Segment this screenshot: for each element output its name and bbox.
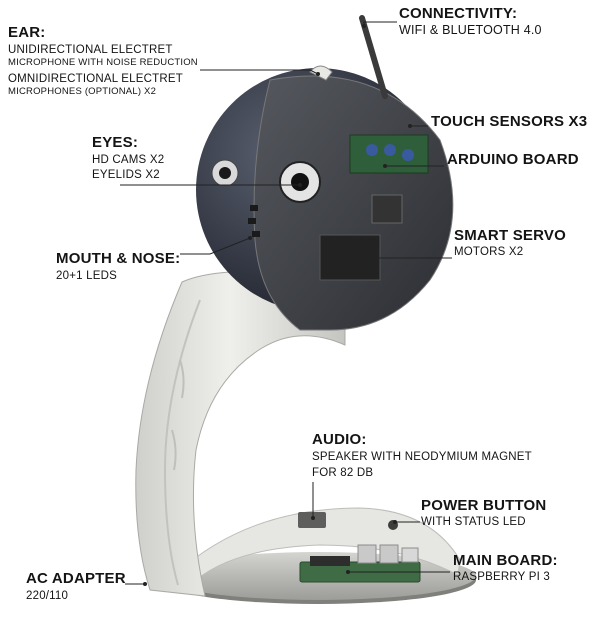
ear-leader — [200, 69, 319, 75]
smart-servo-line1: MOTORS X2 — [454, 246, 524, 258]
power-button-label: POWER BUTTON WITH STATUS LED — [421, 497, 546, 529]
ear-label: EAR: UNIDIRECTIONAL ELECTRET MICROPHONE … — [8, 24, 198, 97]
ear-line4: MICROPHONES (OPTIONAL) X2 — [8, 86, 157, 97]
audio-line1: SPEAKER WITH NEODYMIUM MAGNET — [312, 451, 532, 463]
ear-line2: MICROPHONE WITH NOISE REDUCTION — [8, 57, 198, 68]
touch-sensors-label: TOUCH SENSORS X3 — [431, 113, 588, 130]
audio-title: AUDIO: — [312, 431, 367, 448]
power-button-title: POWER BUTTON — [421, 497, 547, 514]
audio-line2: FOR 82 DB — [312, 467, 374, 479]
ac-adapter-label: AC ADAPTER 220/110 — [26, 570, 126, 603]
ac-adapter-title: AC ADAPTER — [26, 570, 126, 587]
ac-adapter-line1: 220/110 — [26, 590, 69, 602]
main-board-title: MAIN BOARD: — [453, 552, 558, 569]
mouth-leader — [180, 237, 251, 255]
ear-line1: UNIDIRECTIONAL ELECTRET — [8, 44, 173, 56]
mouth-nose-label: MOUTH & NOSE: 20+1 LEDS — [56, 250, 180, 283]
eyes-label: EYES: HD CAMS X2 EYELIDS X2 — [92, 134, 164, 182]
head — [196, 15, 454, 331]
eyes-line2: EYELIDS X2 — [92, 169, 160, 181]
connectivity-leader — [363, 21, 397, 26]
connectivity-line1: WIFI & BLUETOOTH 4.0 — [399, 23, 542, 37]
connectivity-label: CONNECTIVITY: WIFI & BLUETOOTH 4.0 — [399, 5, 542, 37]
eyes-line1: HD CAMS X2 — [92, 154, 165, 166]
speaker-art — [298, 512, 326, 528]
mouth-nose-title: MOUTH & NOSE: — [56, 250, 181, 267]
main-board-art — [299, 544, 421, 583]
arduino-board-label: ARDUINO BOARD — [447, 151, 579, 168]
power-button-line1: WITH STATUS LED — [421, 516, 526, 528]
ear-title: EAR: — [8, 24, 46, 41]
smart-servo-title: SMART SERVO — [454, 227, 566, 244]
smart-servo-label: SMART SERVO MOTORS X2 — [454, 227, 566, 259]
connectivity-title: CONNECTIVITY: — [399, 5, 518, 22]
eyes-title: EYES: — [92, 134, 139, 151]
audio-label: AUDIO: SPEAKER WITH NEODYMIUM MAGNET FOR… — [312, 431, 532, 480]
ear-line3: OMNIDIRECTIONAL ELECTRET — [8, 73, 183, 85]
mouth-nose-line1: 20+1 LEDS — [56, 270, 117, 282]
main-board-label: MAIN BOARD: RASPBERRY PI 3 — [453, 552, 558, 584]
main-board-line1: RASPBERRY PI 3 — [453, 571, 550, 583]
